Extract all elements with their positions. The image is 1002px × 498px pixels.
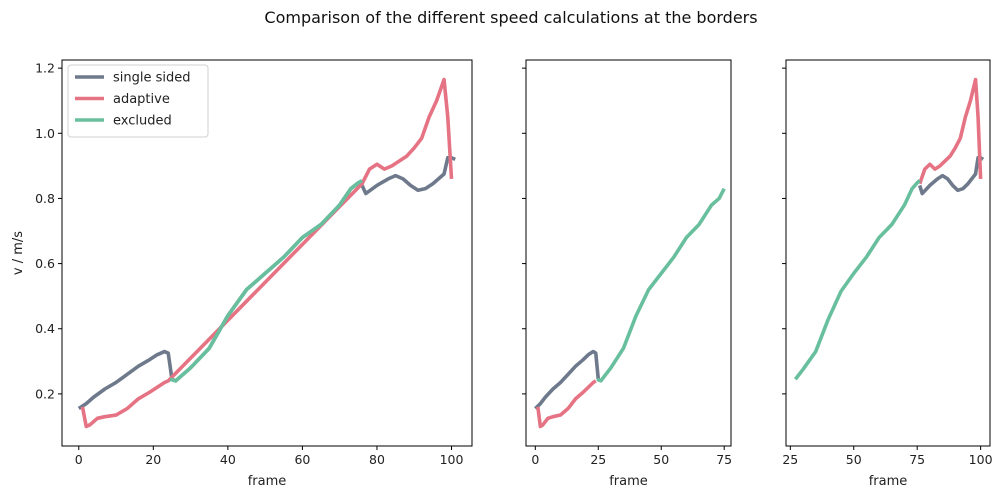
axes-frame — [785, 59, 991, 447]
y-tick-label: 0.2 — [35, 386, 55, 401]
series-line-excluded — [596, 187, 726, 383]
x-tick-label: 50 — [653, 452, 669, 467]
x-tick-label: 50 — [846, 452, 862, 467]
x-tick-label: 25 — [782, 452, 798, 467]
y-tick-label: 0.6 — [35, 256, 55, 271]
axes-frame — [61, 59, 473, 447]
x-tick-label: 60 — [294, 452, 310, 467]
x-tick-label: 100 — [440, 452, 464, 467]
series-line-single-sided — [77, 155, 456, 411]
x-tick-label: 0 — [75, 452, 83, 467]
x-tick-label: 0 — [531, 452, 539, 467]
y-tick-label: 0.4 — [35, 321, 55, 336]
legend: single sided adaptive excluded — [67, 64, 209, 138]
x-tick-label: 75 — [716, 452, 732, 467]
series-line-adaptive — [80, 77, 454, 429]
series-line-single-sided — [534, 349, 601, 410]
x-tick-label: 25 — [590, 452, 606, 467]
series-line-single-sided — [918, 155, 985, 196]
legend-label-single-sided: single sided — [113, 71, 191, 86]
x-tick-label: 75 — [909, 452, 925, 467]
series-line-adaptive — [536, 379, 597, 429]
legend-label-adaptive: adaptive — [113, 92, 170, 107]
axes-frame — [525, 59, 732, 447]
y-tick-label: 1.0 — [35, 126, 55, 141]
x-tick-label: 80 — [369, 452, 385, 467]
x-tick-label: 100 — [969, 452, 993, 467]
subplot-3: 25 50 75 100 frame — [782, 59, 993, 489]
x-tick-label: 20 — [145, 452, 161, 467]
figure-title: Comparison of the different speed calcul… — [264, 8, 757, 27]
legend-label-excluded: excluded — [113, 114, 172, 129]
x-axis-label: frame — [248, 474, 287, 489]
subplot-1: 0 20 40 60 80 100 0.2 0.4 0.6 0.8 1.0 1.2 frame v / m… — [11, 59, 473, 489]
series-line-excluded — [169, 178, 363, 383]
y-tick-label: 0.8 — [35, 191, 55, 206]
subplot-2: 0 25 50 75 frame — [522, 59, 732, 489]
y-axis-label: v / m/s — [11, 231, 26, 275]
x-axis-label: frame — [869, 474, 908, 489]
x-axis-label: frame — [609, 474, 648, 489]
y-tick-label: 1.2 — [35, 61, 55, 76]
series-line-adaptive — [918, 77, 983, 185]
x-tick-label: 40 — [220, 452, 236, 467]
series-line-excluded — [793, 179, 921, 381]
